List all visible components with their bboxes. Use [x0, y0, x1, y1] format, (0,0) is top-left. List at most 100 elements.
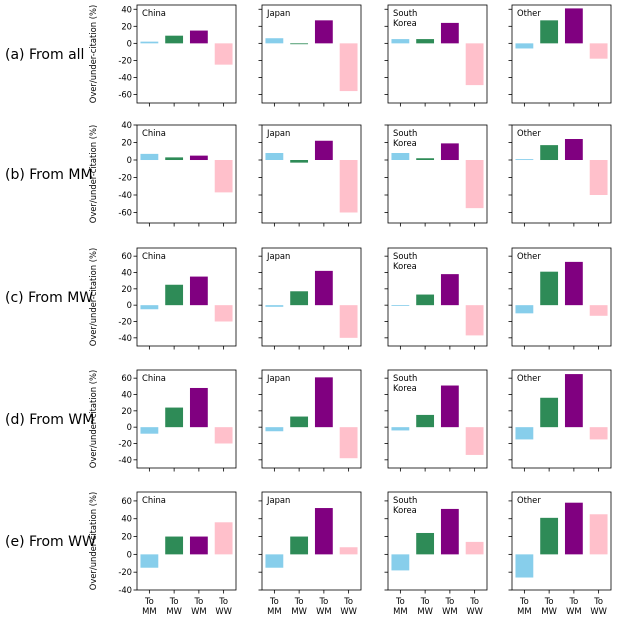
- panel-frame: [261, 124, 362, 224]
- bar: [391, 427, 410, 431]
- bar: [339, 547, 358, 555]
- y-tick-label: 20: [121, 21, 132, 31]
- y-tick-label: -40: [118, 333, 132, 343]
- bar: [515, 159, 534, 161]
- bar: [540, 517, 559, 555]
- panel-frame: [261, 4, 362, 104]
- bar: [589, 43, 608, 59]
- x-category-label: To WW: [590, 596, 607, 616]
- bar: [589, 427, 608, 440]
- panel-frame: [261, 247, 362, 347]
- panel-title: South Korea: [393, 8, 417, 28]
- x-category-label: To WW: [340, 596, 357, 616]
- panel-frame: [387, 247, 488, 347]
- bar: [564, 502, 583, 555]
- bar: [589, 160, 608, 195]
- bar: [465, 305, 484, 336]
- panel-title: China: [142, 373, 166, 383]
- bar: [564, 139, 583, 160]
- bar: [589, 305, 608, 316]
- y-tick-label: -40: [118, 72, 132, 82]
- bar: [440, 508, 459, 555]
- bar: [416, 39, 435, 44]
- y-tick-label: -20: [118, 567, 132, 577]
- y-tick-label: -40: [118, 455, 132, 465]
- bar: [189, 276, 208, 306]
- bar: [214, 427, 233, 444]
- bar: [214, 305, 233, 322]
- y-tick-label: 60: [121, 251, 132, 261]
- bar: [189, 155, 208, 161]
- x-category-label: To WM: [316, 596, 332, 616]
- y-axis-label: Over/under-citation (%): [88, 248, 98, 347]
- x-category-label: To MM: [393, 596, 407, 616]
- bar: [140, 305, 159, 310]
- bar: [290, 160, 309, 163]
- y-tick-label: 0: [127, 422, 132, 432]
- y-tick-label: 20: [121, 138, 132, 148]
- bar: [165, 407, 184, 428]
- y-tick-label: 20: [121, 532, 132, 542]
- x-category-label: To WM: [442, 596, 458, 616]
- bar: [339, 305, 358, 338]
- y-tick-label: 40: [121, 268, 132, 278]
- bar: [416, 158, 435, 160]
- bar: [290, 43, 309, 45]
- bar: [589, 514, 608, 555]
- y-axis-label: Over/under-citation (%): [88, 370, 98, 469]
- panel-title: Other: [517, 8, 541, 18]
- bar: [391, 554, 410, 571]
- panel-title: Japan: [266, 8, 290, 18]
- row-label: (d) From WM: [5, 412, 94, 428]
- bar: [140, 153, 159, 161]
- y-axis-label: Over/under-citation (%): [88, 492, 98, 591]
- y-tick-label: 0: [127, 38, 132, 48]
- x-category-label: To MW: [541, 596, 557, 616]
- bar: [314, 140, 333, 160]
- bar: [314, 377, 333, 428]
- y-tick-label: 40: [121, 4, 132, 14]
- bar: [189, 387, 208, 428]
- bar: [265, 305, 284, 307]
- panel-title: South Korea: [393, 373, 417, 393]
- bar: [540, 271, 559, 306]
- panel-title: Other: [517, 373, 541, 383]
- bar: [440, 385, 459, 428]
- x-category-label: To MM: [517, 596, 531, 616]
- bar: [416, 294, 435, 306]
- panel-title: South Korea: [393, 495, 417, 515]
- bar: [165, 35, 184, 44]
- bar: [540, 20, 559, 44]
- bar: [515, 554, 534, 578]
- y-tick-label: 0: [127, 155, 132, 165]
- x-category-label: To MW: [166, 596, 182, 616]
- panel-title: Japan: [266, 495, 290, 505]
- bar: [515, 427, 534, 440]
- bar: [265, 554, 284, 568]
- bar: [265, 427, 284, 432]
- bar: [339, 43, 358, 92]
- bar: [391, 39, 410, 44]
- y-tick-label: -20: [118, 173, 132, 183]
- bar: [214, 43, 233, 65]
- bar: [465, 427, 484, 455]
- bar: [314, 20, 333, 44]
- bar: [465, 160, 484, 209]
- panel-frame: [387, 491, 488, 591]
- panel-frame: [511, 247, 612, 347]
- panel-title: South Korea: [393, 128, 417, 148]
- x-category-label: To WM: [566, 596, 582, 616]
- bar: [515, 43, 534, 49]
- bar: [290, 416, 309, 428]
- y-axis-label: Over/under-citation (%): [88, 125, 98, 224]
- y-tick-label: -20: [118, 55, 132, 65]
- panel-title: China: [142, 251, 166, 261]
- panel-frame: [136, 124, 237, 224]
- bar: [564, 374, 583, 428]
- bar: [290, 536, 309, 555]
- panel-frame: [511, 4, 612, 104]
- x-category-label: To MW: [291, 596, 307, 616]
- row-label: (c) From MW: [5, 290, 93, 306]
- panel-frame: [387, 124, 488, 224]
